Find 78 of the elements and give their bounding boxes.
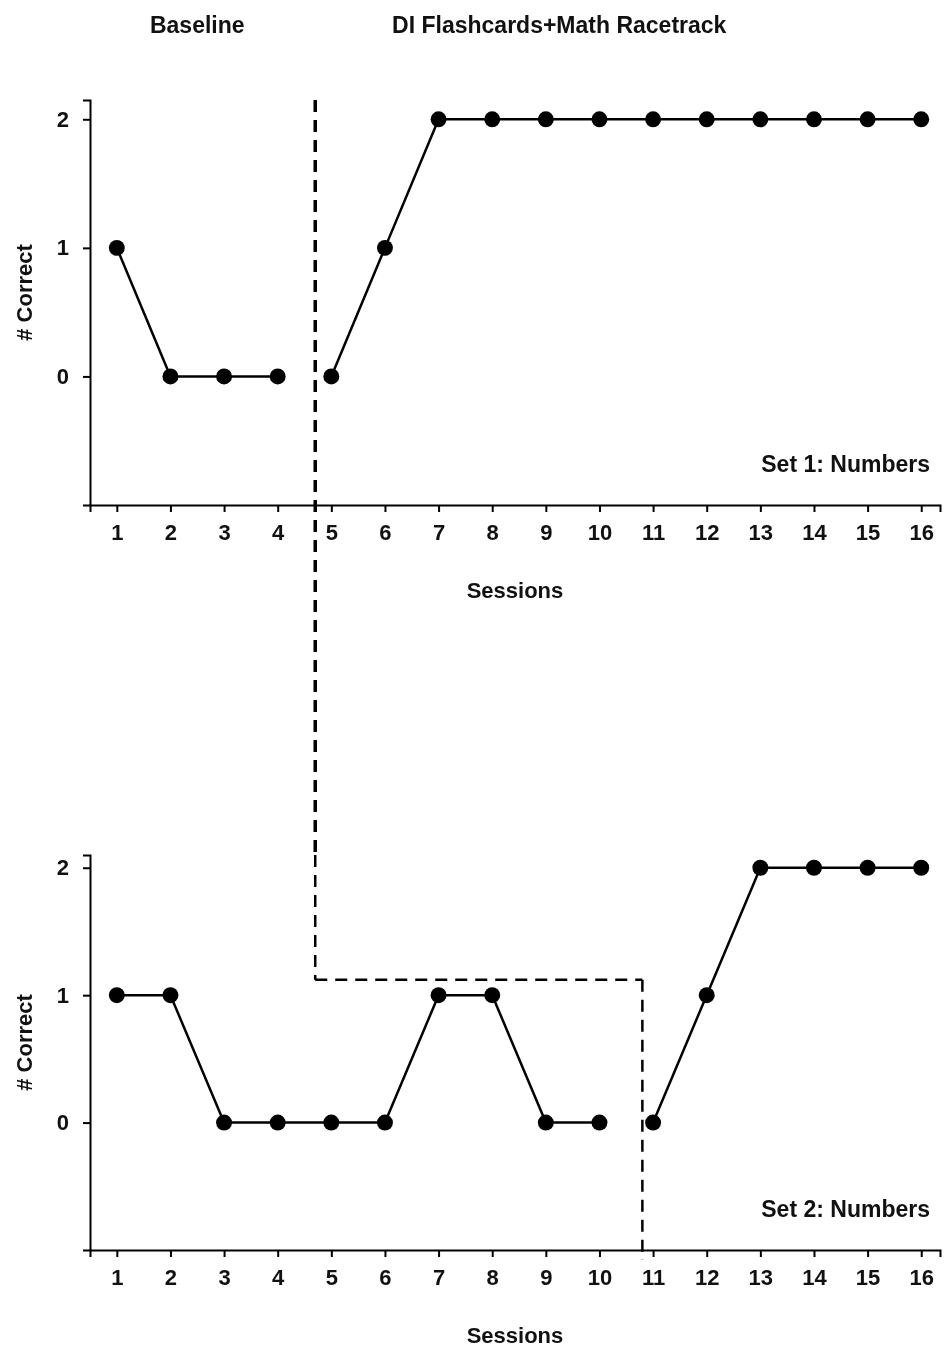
x-tick-label: 8 [486, 519, 499, 545]
y-tick-label: 0 [56, 363, 69, 389]
point [537, 1114, 554, 1131]
point [484, 111, 501, 128]
x-tick-label: 9 [540, 519, 553, 545]
x-tick-label: 7 [432, 519, 446, 545]
point [376, 1114, 393, 1131]
point [108, 239, 125, 256]
point [376, 239, 393, 256]
point [913, 859, 930, 876]
point [591, 1114, 608, 1131]
x-tick-label: 12 [694, 1264, 720, 1290]
point [806, 859, 822, 876]
point [698, 111, 715, 128]
x-tick-label: 12 [694, 519, 720, 545]
x-tick-label: 5 [325, 519, 338, 545]
x-tick-label: 1 [111, 519, 124, 545]
y-tick-label: 0 [56, 1110, 69, 1136]
point [216, 1114, 233, 1131]
point [591, 111, 608, 128]
point [806, 111, 822, 128]
point [537, 111, 554, 128]
x-tick-label: 10 [587, 519, 613, 545]
point [108, 987, 125, 1004]
x-tick-label: 3 [218, 1264, 231, 1290]
x-tick-label: 16 [909, 1264, 934, 1290]
x-tick-label: 10 [587, 1264, 613, 1290]
x-tick-label: 11 [641, 519, 666, 545]
x-tick-label: 7 [432, 1264, 446, 1290]
x-tick-label: 14 [802, 519, 828, 545]
x-tick-label: 8 [486, 1264, 499, 1290]
point [162, 987, 179, 1004]
x-tick-label: 15 [855, 1264, 881, 1290]
x-tick-label: 16 [909, 519, 934, 545]
x-tick-label: 2 [164, 519, 178, 545]
point [269, 1114, 286, 1131]
y-tick-label: 1 [56, 982, 69, 1008]
text: Baseline [149, 12, 245, 38]
y-tick-label: 1 [56, 235, 69, 261]
point [269, 368, 286, 385]
x-tick-label: 3 [218, 519, 231, 545]
x-tick-label: 4 [272, 519, 286, 545]
point [430, 987, 447, 1004]
point [752, 111, 769, 128]
x-tick-label: 15 [855, 519, 881, 545]
y-tick-label: 2 [56, 855, 69, 881]
point [162, 368, 179, 385]
point [323, 1114, 340, 1131]
point [645, 111, 662, 128]
text: DI Flashcards+Math Racetrack [392, 12, 727, 38]
y-axis-title: # Correct [12, 993, 37, 1091]
x-tick-label: 13 [748, 1264, 774, 1290]
x-tick-label: 2 [164, 1264, 178, 1290]
point [913, 111, 930, 128]
y-tick-label: 2 [56, 106, 69, 132]
x-tick-label: 5 [325, 1264, 338, 1290]
point [323, 368, 340, 385]
y-axis-title: # Correct [12, 243, 37, 341]
annotation: Set 1: Numbers [761, 451, 930, 477]
x-axis-title: Sessions [466, 578, 564, 603]
x-tick-label: 9 [540, 1264, 553, 1290]
x-tick-label: 11 [641, 1264, 666, 1290]
point [216, 368, 233, 385]
x-tick-label: 13 [748, 519, 774, 545]
point [484, 987, 501, 1004]
point [430, 111, 447, 128]
point [859, 111, 876, 128]
x-tick-label: 6 [379, 1264, 392, 1290]
point [752, 859, 769, 876]
point [698, 987, 715, 1004]
x-tick-label: 6 [379, 519, 392, 545]
x-tick-label: 4 [272, 1264, 286, 1290]
point [859, 859, 876, 876]
x-axis-title: Sessions [466, 1323, 564, 1348]
annotation: Set 2: Numbers [761, 1196, 930, 1222]
x-tick-label: 14 [802, 1264, 828, 1290]
point [645, 1114, 662, 1131]
x-tick-label: 1 [111, 1264, 124, 1290]
